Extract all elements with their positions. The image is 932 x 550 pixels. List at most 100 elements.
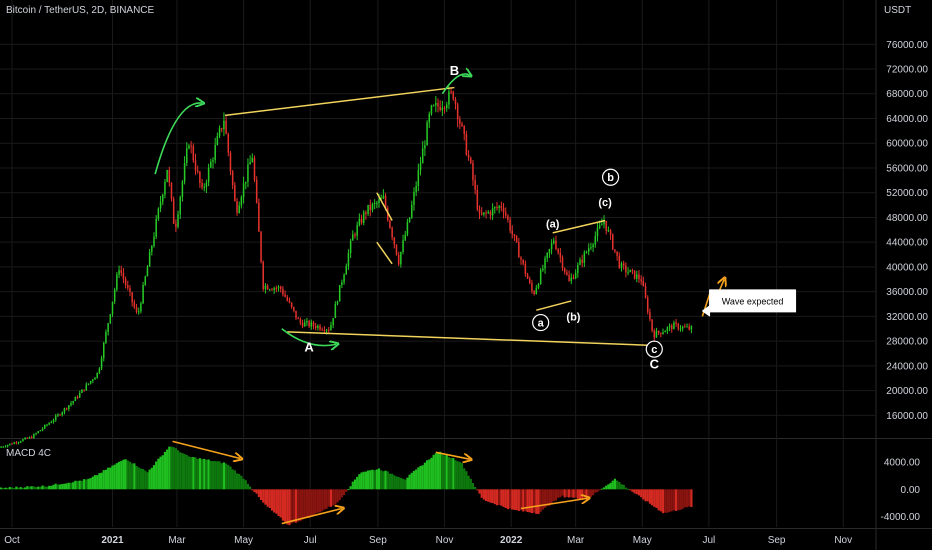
callout-bubble [702, 289, 797, 317]
candle-body [640, 279, 642, 282]
candle-body [293, 306, 295, 311]
macd-bar [500, 489, 503, 506]
candle-body [585, 251, 588, 253]
macd-bar [557, 489, 560, 498]
candle-body [2, 446, 5, 448]
macd-bar [316, 489, 319, 513]
macd-bar [596, 489, 599, 492]
macd-bar [484, 489, 488, 502]
macd-bar [375, 469, 378, 490]
green-curved-arrow [281, 328, 337, 346]
wave-label: (a) [546, 219, 560, 231]
candle-body [85, 384, 88, 391]
candle-body [65, 408, 68, 410]
macd-bar [281, 489, 284, 521]
macd-bar [163, 451, 167, 490]
candle-body [494, 207, 496, 209]
price-tick-label: 64000.00 [886, 114, 928, 125]
candle-body [323, 329, 326, 331]
candle-body [87, 383, 90, 385]
macd-bar [126, 460, 129, 490]
macd-bar [478, 489, 481, 494]
candle-body [247, 164, 249, 182]
macd-bar [576, 489, 579, 499]
macd-bar [546, 489, 549, 507]
macd-bar [58, 484, 62, 490]
candle-body [354, 234, 356, 236]
macd-bar [565, 489, 568, 498]
candle-body [476, 189, 479, 210]
macd-bar [670, 489, 673, 512]
macd-bar [4, 487, 7, 490]
price-tick-label: 20000.00 [886, 386, 928, 397]
candle-body [485, 212, 487, 214]
candle-body [570, 277, 573, 282]
macd-histogram [0, 446, 693, 526]
macd-bar [463, 468, 466, 490]
candle-body [57, 414, 59, 416]
wave-label: (b) [566, 311, 580, 323]
candle-body [330, 325, 332, 331]
macd-bar [685, 489, 689, 508]
candle-body [341, 282, 343, 286]
trendline [287, 331, 655, 347]
price-axis[interactable]: 76000.00 72000.00 68000.00 64000.00 60000.00… [886, 40, 928, 422]
macd-bar [561, 489, 564, 496]
trendline [552, 219, 606, 234]
candle-body [483, 212, 485, 215]
candle-body [286, 296, 289, 301]
macd-bar [548, 489, 551, 506]
candle-body [312, 322, 315, 327]
candle-body [35, 433, 37, 435]
candle-body [172, 198, 175, 224]
macd-bar [48, 485, 51, 490]
macd-bar [26, 486, 29, 490]
macd-axis[interactable]: 4000.00 0.00 -4000.00 [881, 457, 921, 523]
candle-body [461, 123, 463, 126]
candle-body [103, 342, 105, 359]
candle-body [638, 274, 640, 280]
candle-body [6, 444, 9, 447]
macd-bar [65, 483, 68, 490]
macd-bar [345, 489, 348, 492]
macd-bar [74, 480, 77, 490]
macd-bar [611, 480, 614, 490]
candle-body [196, 170, 199, 172]
candle-body [415, 185, 417, 193]
candle-body [583, 252, 586, 263]
candle-body [223, 120, 225, 130]
candle-body [107, 323, 109, 332]
macd-bar [554, 489, 558, 501]
macd-bar [336, 489, 339, 503]
candle-body [397, 254, 400, 265]
macd-bar [98, 473, 101, 490]
candle-body [210, 161, 212, 168]
candle-body [319, 325, 321, 330]
candle-body [662, 332, 664, 335]
candle-body [231, 171, 234, 186]
macd-bar [100, 472, 103, 490]
macd-bar [391, 473, 394, 490]
candle-body [236, 201, 238, 213]
macd-bar [273, 489, 276, 513]
annotations: A B Ca (a) (b) (c) b c Wave expected [154, 63, 797, 525]
time-tick-label: Nov [436, 535, 454, 546]
candle-body [201, 182, 203, 188]
macd-bar [327, 489, 330, 507]
macd-tick-label: 0.00 [901, 485, 921, 496]
candle-body [500, 206, 503, 208]
macd-bar [170, 446, 173, 490]
candle-body [118, 270, 120, 275]
candle-body [345, 266, 348, 275]
wave-label-circle [601, 168, 620, 186]
candle-body [428, 113, 431, 123]
candle-body [164, 181, 166, 195]
macd-bar [626, 488, 630, 490]
time-axis[interactable]: Oct 2021 Mar May Jul Sep Nov 2022 Mar May Jul Sep No… [4, 535, 852, 546]
macd-bar [607, 484, 610, 490]
candle-body [9, 443, 11, 445]
candle-body [531, 283, 533, 292]
macd-bar [207, 459, 210, 490]
macd-bar [238, 473, 241, 490]
